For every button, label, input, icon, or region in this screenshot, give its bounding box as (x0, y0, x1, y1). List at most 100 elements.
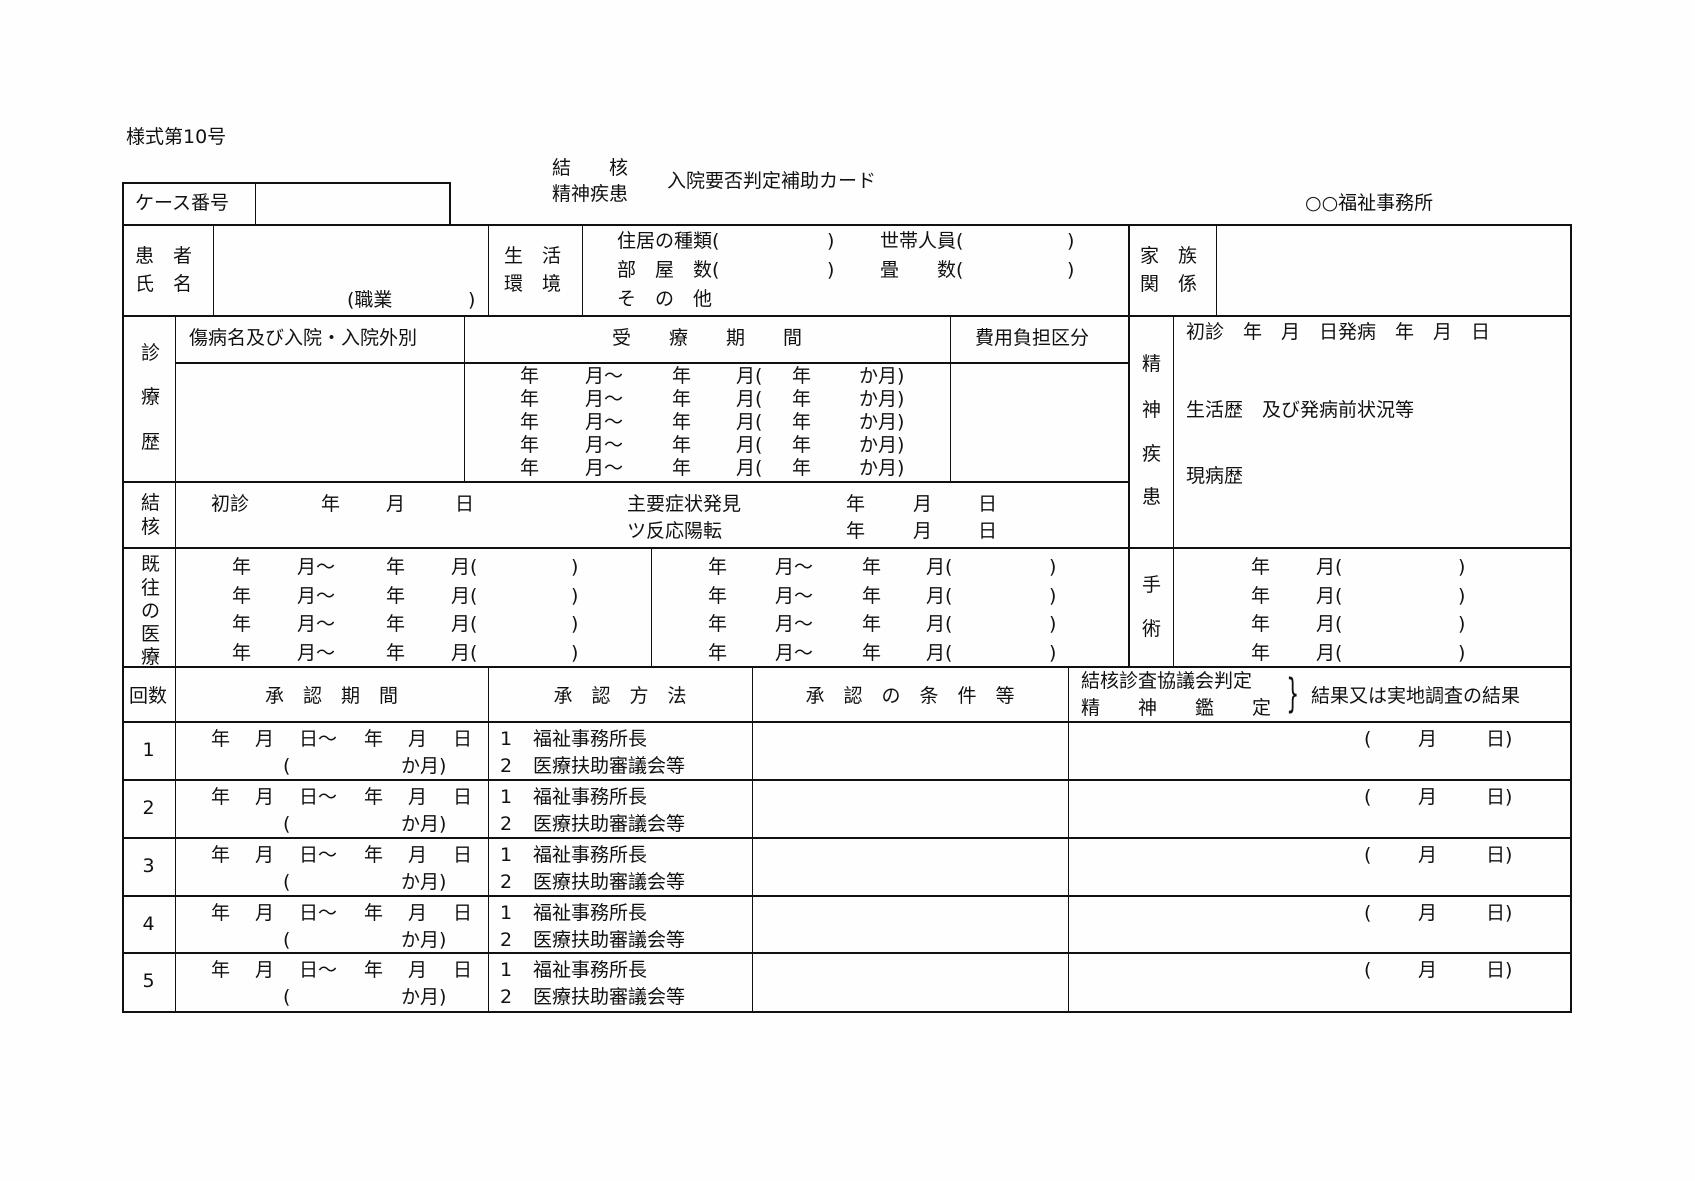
approval-method-option: 福祉事務所長 (533, 959, 648, 981)
past-treatment-left-text: 月～ (297, 641, 336, 664)
approval-method-option: 福祉事務所長 (533, 902, 648, 924)
approval-months-open: ( (283, 929, 291, 951)
approval-result-date: 日) (1486, 728, 1513, 750)
housing-type-close: ) (827, 230, 835, 252)
approval-period-text: 日 (453, 959, 473, 981)
header-approval-period: 承 認 期 間 (264, 685, 398, 707)
brace-icon: } (1286, 671, 1300, 717)
header-judgement-2: 精 神 鑑 定 (1081, 697, 1272, 719)
past-treatment-right-text: 年 (708, 641, 728, 664)
approval-method-number: 2 (500, 755, 513, 777)
approval-months-close: か月) (401, 813, 447, 835)
approval-row-number: 3 (142, 855, 155, 877)
past-treatment-right-text: 月( (926, 613, 953, 635)
grid-line-h (122, 224, 1572, 226)
past-treatment-right-text: 年 (708, 556, 728, 578)
approval-result-date: ( (1364, 844, 1372, 866)
tb-first-visit-label: 初診 (211, 493, 250, 515)
past-treatment-left-text: ) (571, 556, 579, 578)
past-treatment-right-text: 年 (708, 613, 728, 635)
past-treatment-left-text: 年 (386, 641, 406, 664)
past-treatment-label-char: 医 (141, 623, 161, 645)
period-row-text: 年 (792, 411, 812, 433)
surgery-row-text: 年 (1251, 613, 1271, 635)
past-treatment-right-text: 年 (862, 613, 882, 635)
header-approval-method: 承 認 方 法 (553, 685, 687, 707)
past-treatment-right-text: 月～ (775, 641, 814, 664)
title-type-tuberculosis: 結 核 (552, 157, 629, 179)
grid-line-v (122, 182, 124, 1013)
rooms-label: 部 屋 数( (617, 259, 720, 281)
past-treatment-left-text: 月( (451, 641, 478, 664)
past-treatment-label-char: 療 (141, 646, 161, 668)
patient-label-2: 氏 名 (135, 273, 193, 295)
approval-result-date: ( (1364, 786, 1372, 808)
grid-line-v (651, 547, 652, 668)
grid-line-h (122, 547, 1572, 549)
approval-method-number: 1 (500, 959, 513, 981)
approval-period-text: 日 (453, 844, 473, 866)
medical-history-label-char: 療 (141, 386, 161, 408)
past-treatment-left-text: 月～ (297, 613, 336, 635)
approval-result-date: ( (1364, 959, 1372, 981)
period-row-text: 年 (672, 388, 692, 410)
approval-period-text: 日～ (299, 728, 338, 750)
grid-line-v (950, 315, 951, 483)
approval-method-number: 2 (500, 986, 513, 1008)
period-row-text: 年 (520, 434, 540, 456)
case-number-field[interactable] (257, 184, 447, 222)
tb-symptom-month: 月 (913, 493, 933, 515)
period-row-text: 年 (792, 365, 812, 387)
occupation-close: ) (468, 289, 476, 311)
surgery-row-text: ) (1458, 641, 1466, 664)
tb-tuberculin-month: 月 (913, 520, 933, 542)
grid-line-v (1128, 224, 1130, 668)
period-row-text: 月( (736, 434, 763, 456)
period-row-text: 月( (736, 388, 763, 410)
approval-months-close: か月) (401, 929, 447, 951)
approval-period-text: 月 (408, 959, 428, 981)
past-treatment-left-text: 年 (232, 556, 252, 578)
approval-period-text: 月 (255, 959, 275, 981)
approval-method-option: 福祉事務所長 (533, 844, 648, 866)
mental-label-char: 患 (1142, 486, 1162, 508)
approval-period-text: 年 (211, 728, 231, 750)
col-period-header: 受 療 期 間 (611, 327, 802, 349)
patient-name-field[interactable] (215, 226, 486, 286)
period-row-text: 月( (736, 457, 763, 479)
past-treatment-right-text: ) (1049, 584, 1057, 607)
approval-period-text: 月 (408, 728, 428, 750)
approval-result-date: 月 (1418, 844, 1438, 866)
tb-tuberculin-label: ツ反応陽転 (627, 520, 723, 542)
household-label: 世帯人員( (880, 230, 964, 252)
page-title: 入院要否判定補助カード (667, 170, 877, 192)
period-row-text: 月( (736, 365, 763, 387)
occupation-open: (職業 (347, 289, 393, 311)
past-treatment-left-text: 年 (386, 556, 406, 578)
surgery-row-text: 年 (1251, 584, 1271, 607)
family-relationship-field[interactable] (1218, 226, 1568, 313)
past-treatment-label-char: 往 (141, 577, 161, 599)
patient-label-1: 患 者 (135, 245, 193, 267)
surgery-row-text: 年 (1251, 556, 1271, 578)
mental-first-visit: 初診 年 月 日発病 年 月 日 (1186, 321, 1491, 343)
approval-period-text: 日～ (299, 959, 338, 981)
surgery-row-text: ) (1458, 613, 1466, 635)
living-label-1: 生 活 (504, 245, 562, 267)
approval-period-text: 月 (255, 786, 275, 808)
past-treatment-left-text: ) (571, 641, 579, 664)
approval-period-text: 月 (408, 902, 428, 924)
past-treatment-left-text: 月( (451, 556, 478, 578)
approval-method-option: 医療扶助審議会等 (533, 755, 686, 777)
approval-period-text: 年 (211, 959, 231, 981)
approval-method-number: 1 (500, 786, 513, 808)
past-treatment-left-text: 年 (232, 613, 252, 635)
tuberculosis-label-char: 結 (141, 492, 161, 514)
past-treatment-right-text: 年 (862, 556, 882, 578)
grid-line-h (175, 362, 1130, 364)
period-row-text: 年 (672, 434, 692, 456)
past-treatment-left-text: 年 (232, 584, 252, 607)
approval-method-number: 1 (500, 844, 513, 866)
mental-life-history: 生活歴 及び発病前状況等 (1186, 399, 1415, 421)
